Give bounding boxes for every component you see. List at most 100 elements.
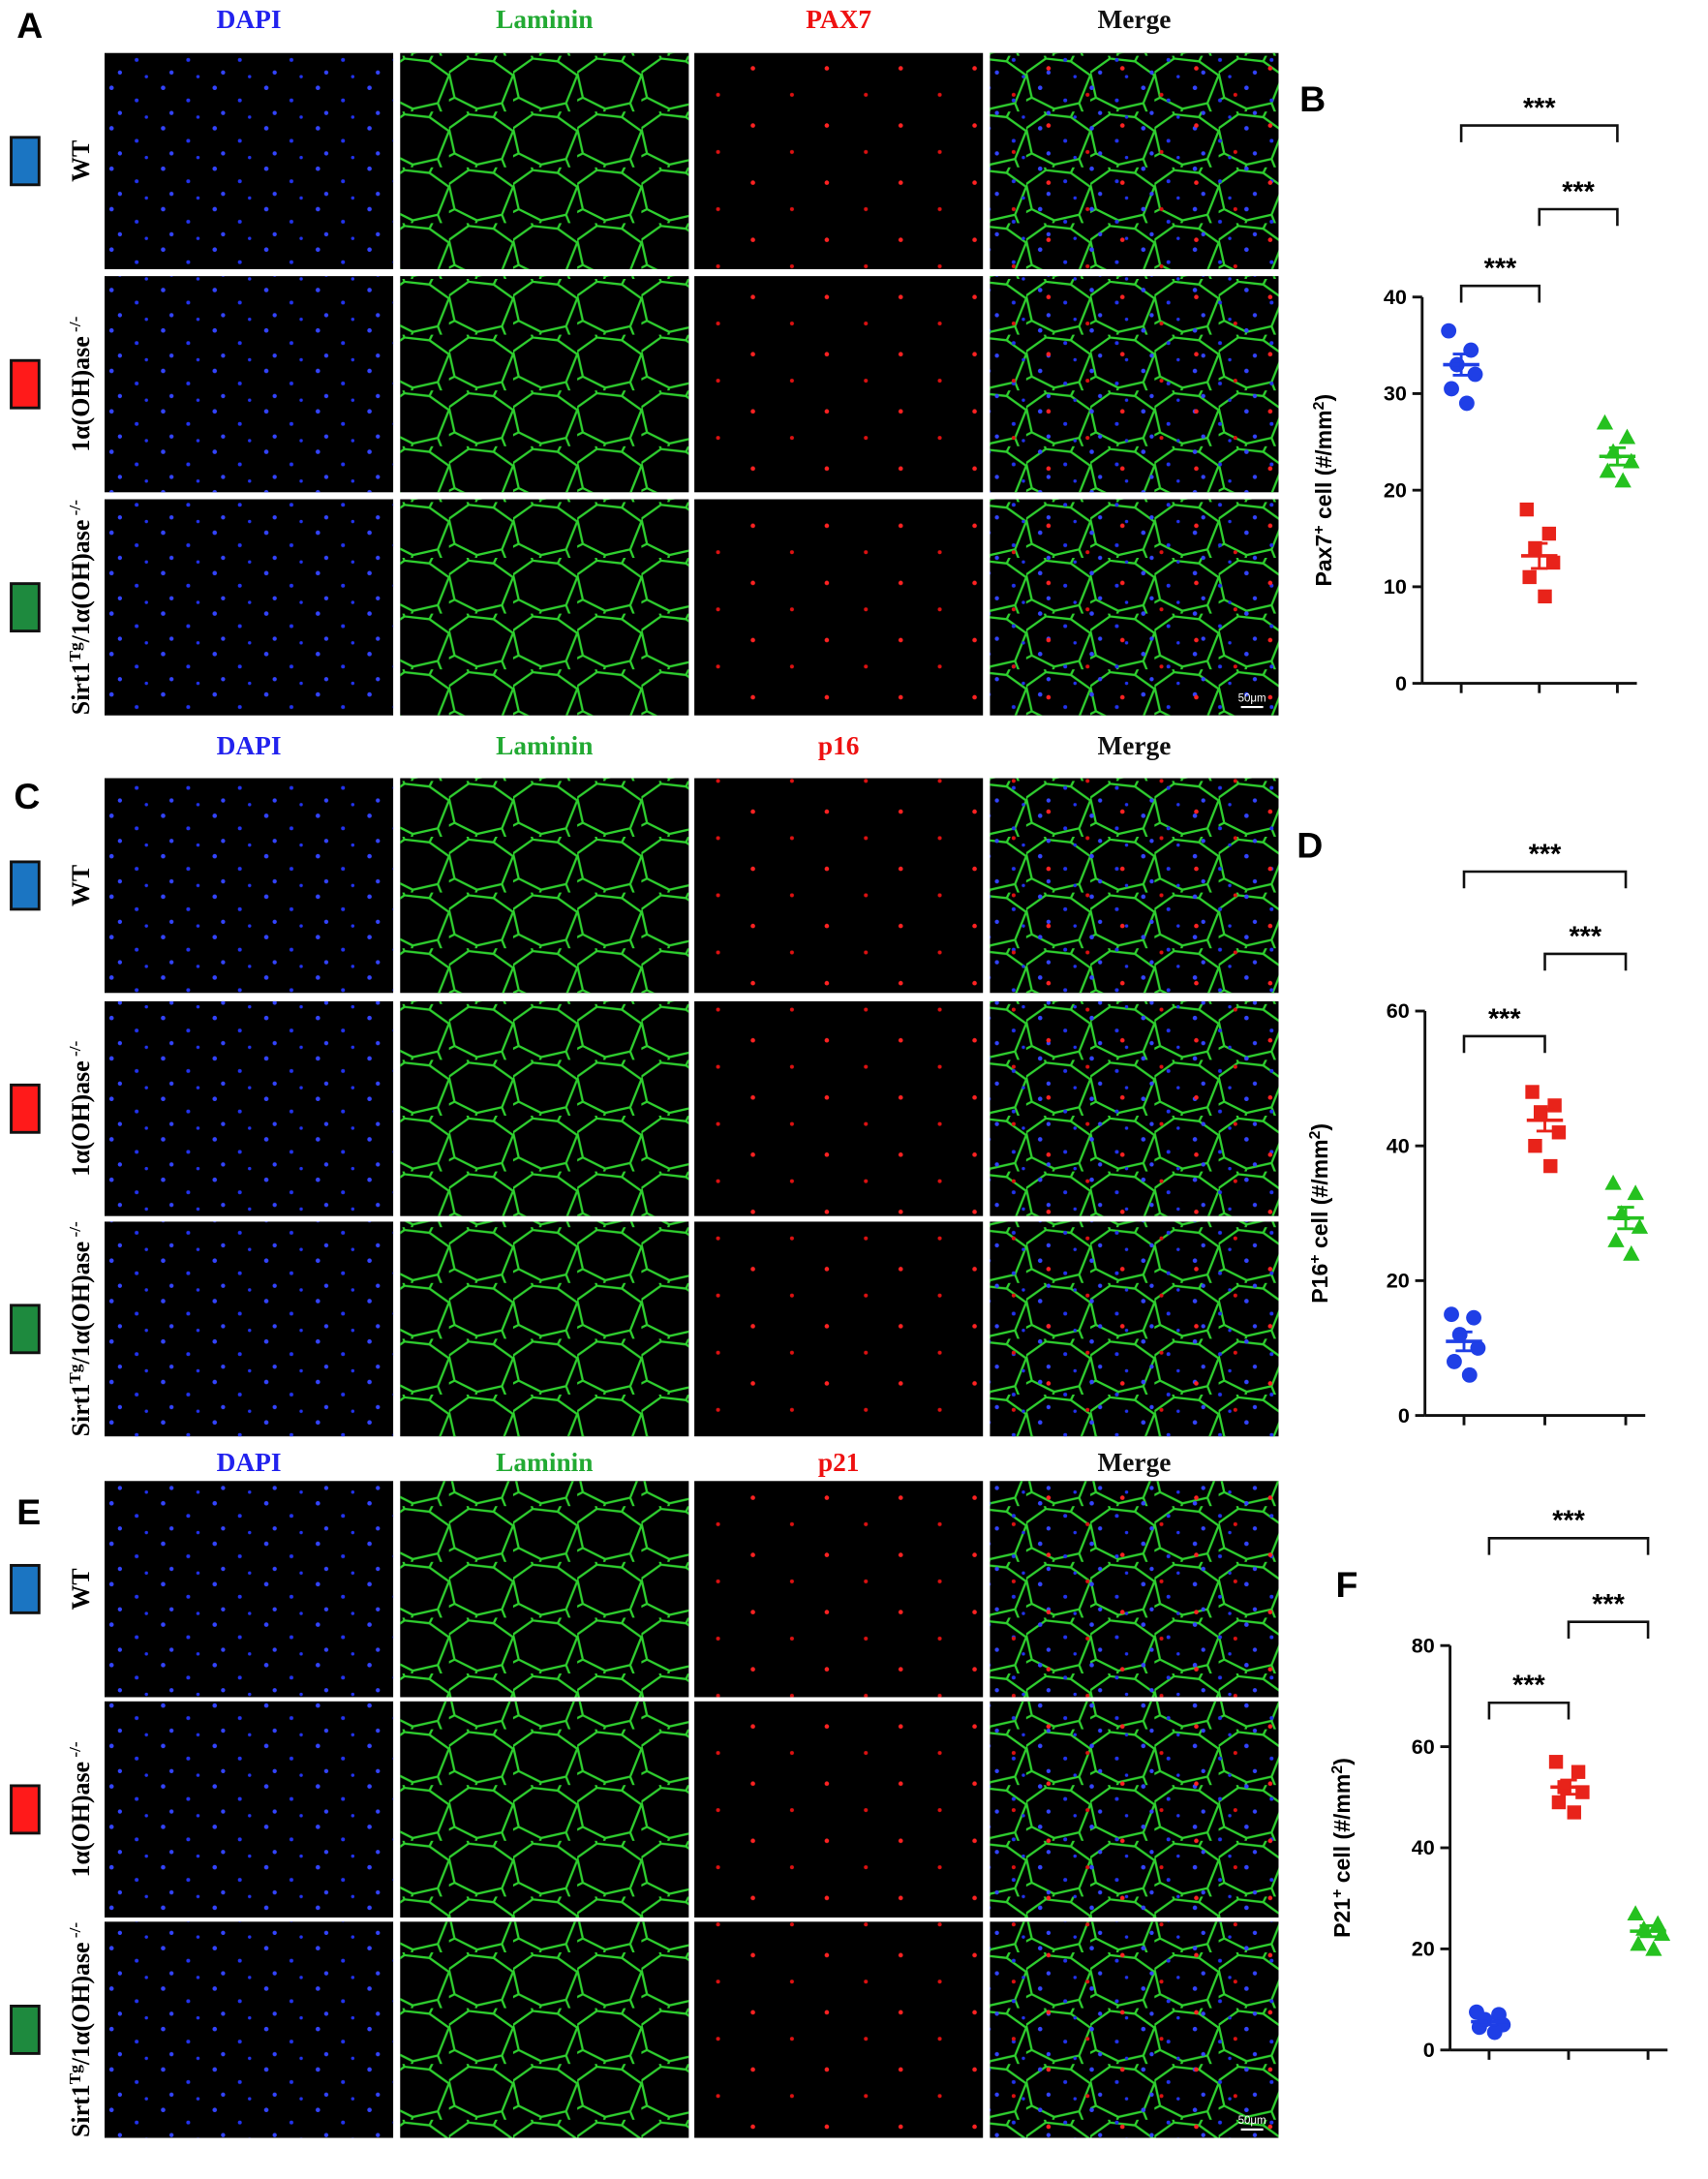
significance-bracket — [1543, 952, 1628, 971]
error-bar — [1608, 445, 1627, 467]
data-point — [1470, 1340, 1486, 1356]
data-point — [1627, 1905, 1644, 1921]
data-point — [1519, 502, 1534, 517]
data-point — [1463, 342, 1479, 358]
text-part: WT — [67, 865, 95, 906]
data-point — [1623, 1244, 1640, 1261]
data-point — [1567, 1805, 1581, 1820]
micrograph-signal — [990, 778, 1279, 994]
y-tick-label: 60 — [1387, 998, 1410, 1023]
superscript: -/- — [66, 1741, 84, 1762]
micrograph-signal — [694, 1000, 984, 1216]
data-point — [1649, 1915, 1666, 1931]
significance-label: *** — [1523, 93, 1556, 124]
y-tick-label: 0 — [1423, 2038, 1435, 2062]
text-part: Pax7 — [1311, 535, 1336, 587]
superscript: + — [1311, 525, 1327, 534]
error-bar — [1560, 1778, 1577, 1796]
data-point — [1635, 1919, 1653, 1936]
data-point — [1447, 1354, 1462, 1369]
micrograph-signal — [400, 1701, 689, 1918]
significance-label: *** — [1529, 839, 1562, 870]
text-part: Sirt1 — [67, 2084, 95, 2137]
row-label: WT — [67, 140, 95, 182]
column-header: Laminin — [496, 731, 593, 760]
data-point — [1614, 472, 1632, 488]
data-point — [1444, 381, 1459, 397]
data-point — [1486, 2024, 1503, 2041]
micrograph-signal — [694, 1481, 984, 1698]
text-part: 1α(OH)ase — [67, 1762, 95, 1878]
superscript: Tg — [66, 642, 84, 662]
column-header: Laminin — [496, 5, 593, 34]
panel-letter: B — [1299, 78, 1326, 119]
data-point — [1631, 1218, 1649, 1234]
y-tick-label: 40 — [1384, 285, 1407, 309]
superscript: -/- — [66, 316, 84, 336]
group-swatch — [10, 1083, 41, 1134]
significance-label: *** — [1592, 1589, 1625, 1620]
y-tick-label: 20 — [1387, 1269, 1410, 1293]
micrograph-signal — [105, 499, 394, 716]
significance-label: *** — [1552, 1506, 1585, 1537]
group-swatch — [10, 136, 41, 187]
text-part: /1α(OH)ase — [67, 1242, 95, 1366]
data-point — [1653, 1925, 1671, 1941]
micrograph-signal — [400, 778, 689, 994]
row-label: WT — [67, 865, 95, 906]
data-point — [1596, 414, 1614, 430]
column-header: DAPI — [217, 5, 282, 34]
significance-bracket — [1459, 124, 1619, 142]
micrograph-signal — [694, 1221, 984, 1437]
y-tick-label: 20 — [1384, 477, 1407, 502]
group-swatch — [10, 582, 41, 633]
data-point — [1543, 1158, 1558, 1174]
micrograph-signal — [990, 52, 1279, 269]
scale-bar-label: 50μm — [1238, 2115, 1266, 2127]
error-bar — [1639, 1923, 1657, 1939]
superscript: -/- — [66, 1221, 84, 1242]
text-part: ) — [1307, 1123, 1332, 1131]
micrograph-signal — [694, 499, 984, 716]
data-point — [1541, 526, 1557, 541]
significance-label: *** — [1512, 1671, 1545, 1702]
micrograph-signal — [694, 1701, 984, 1918]
superscript: -/- — [66, 1040, 84, 1060]
micrograph-signal — [400, 1000, 689, 1216]
data-point — [1466, 1309, 1481, 1326]
micrograph-signal — [990, 276, 1279, 493]
text-part: WT — [67, 140, 95, 182]
text-part: cell (#/mm — [1307, 1139, 1332, 1254]
data-point — [1467, 366, 1483, 383]
y-tick-label: 0 — [1398, 1403, 1410, 1427]
data-point — [1630, 1935, 1647, 1951]
group-swatch — [10, 1563, 41, 1614]
significance-bracket — [1462, 1034, 1546, 1054]
text-part: Sirt1 — [67, 662, 95, 716]
group-swatch — [10, 1784, 41, 1835]
significance-bracket — [1487, 1701, 1571, 1720]
data-point — [1525, 1085, 1540, 1099]
significance-label: *** — [1484, 254, 1517, 285]
micrograph-signal — [990, 1921, 1279, 2138]
data-point — [1551, 1125, 1567, 1140]
micrograph-signal — [694, 1921, 984, 2138]
row-label: Sirt1Tg/1α(OH)ase -/- — [66, 1922, 95, 2137]
data-point — [1538, 589, 1552, 604]
micrograph-signal — [400, 1921, 689, 2138]
superscript: 2 — [1328, 1765, 1345, 1774]
group-swatch — [10, 2005, 41, 2055]
row-label: 1α(OH)ase -/- — [66, 1040, 95, 1176]
micrograph-signal — [400, 1221, 689, 1437]
significance-bracket — [1487, 1537, 1650, 1555]
column-header: p16 — [818, 731, 860, 760]
panel-letter: C — [14, 776, 40, 816]
y-tick-label: 10 — [1384, 574, 1407, 598]
data-point — [1551, 1795, 1567, 1810]
data-point — [1548, 1755, 1564, 1769]
micrograph-signal — [105, 276, 394, 493]
micrograph-signal — [400, 276, 689, 493]
data-point — [1441, 322, 1457, 339]
error-bar — [1452, 353, 1470, 377]
